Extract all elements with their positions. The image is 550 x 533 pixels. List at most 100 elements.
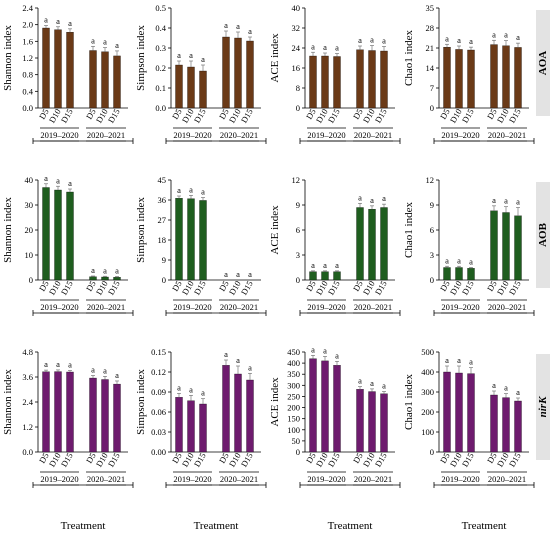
bar <box>66 32 74 109</box>
significance-letter: a <box>68 18 72 28</box>
y-tick-label: 36 <box>158 195 167 205</box>
bar <box>309 55 317 109</box>
significance-letter: a <box>224 20 228 30</box>
significance-letter: a <box>201 388 205 398</box>
y-axis-label: Shannon index <box>2 25 14 91</box>
bar <box>514 215 522 281</box>
y-tick-label: 0.5 <box>155 3 166 13</box>
significance-letter: a <box>457 355 461 365</box>
y-axis-label: ACE index <box>269 205 281 255</box>
x-tick-label: D5 <box>485 279 499 293</box>
y-tick-label: 40 <box>292 3 301 13</box>
y-tick-label: 0.09 <box>151 387 166 397</box>
year-label: 2019–2020 <box>441 130 479 140</box>
y-tick-label: 0.00 <box>151 447 166 457</box>
y-tick-label: 0.12 <box>151 367 166 377</box>
y-tick-label: 150 <box>287 414 300 424</box>
significance-letter: a <box>323 345 327 355</box>
x-tick-label: D15 <box>373 107 389 125</box>
row-label-nirk: nirK <box>536 354 550 460</box>
row-label-text: AOB <box>537 222 549 247</box>
significance-letter: a <box>382 193 386 203</box>
bar <box>455 267 463 281</box>
year-group-2: 2020–2021 <box>86 299 126 314</box>
significance-letter: a <box>469 357 473 367</box>
bar <box>333 271 341 281</box>
y-tick-label: 500 <box>421 347 434 357</box>
significance-letter: a <box>248 269 252 279</box>
y-axis-label: Chao1 index <box>403 374 415 430</box>
significance-letter: a <box>44 15 48 25</box>
year-label: 2020–2021 <box>354 130 392 140</box>
y-tick-label: 10 <box>25 250 34 260</box>
x-axis-label: Treatment <box>328 520 373 532</box>
y-tick-label: 0.15 <box>151 347 166 357</box>
y-axis-label: Simpson index <box>135 197 147 263</box>
significance-letter: a <box>492 195 496 205</box>
x-tick-label: D5 <box>304 451 318 465</box>
year-label: 2020–2021 <box>87 302 125 312</box>
y-tick-label: 16 <box>292 63 301 73</box>
x-tick-label: D5 <box>170 451 184 465</box>
significance-letter: a <box>236 21 240 31</box>
x-tick-label: D15 <box>59 107 75 125</box>
y-axis-label: Shannon index <box>2 197 14 263</box>
y-tick-label: 100 <box>287 425 300 435</box>
y-tick-label: 0.0 <box>22 447 33 457</box>
bar <box>199 70 207 109</box>
x-tick-label: D15 <box>59 279 75 297</box>
significance-letter: a <box>103 365 107 375</box>
significance-letter: a <box>177 50 181 60</box>
bar <box>89 377 97 453</box>
x-axis-label: Treatment <box>61 520 106 532</box>
year-label: 2020–2021 <box>354 302 392 312</box>
significance-letter: a <box>248 362 252 372</box>
bar <box>42 187 50 281</box>
x-tick-label: D15 <box>239 451 255 469</box>
y-tick-label: 8 <box>296 83 300 93</box>
x-tick-label: D5 <box>351 279 365 293</box>
y-tick-label: 250 <box>287 391 300 401</box>
bar <box>222 365 230 453</box>
significance-letter: a <box>91 365 95 375</box>
y-tick-label: 0 <box>430 103 434 113</box>
bar <box>54 189 62 281</box>
year-group-1: 2019–2020 <box>173 127 212 142</box>
bar <box>502 45 510 109</box>
y-tick-label: 0 <box>430 275 434 285</box>
year-label: 2020–2021 <box>488 130 526 140</box>
y-tick-label: 0 <box>296 447 300 457</box>
bar <box>356 49 364 109</box>
bar <box>490 44 498 109</box>
y-tick-label: 6 <box>430 225 434 235</box>
significance-letter: a <box>115 370 119 380</box>
y-tick-label: 9 <box>430 200 434 210</box>
significance-letter: a <box>224 349 228 359</box>
row-label-text: nirK <box>537 396 549 417</box>
y-tick-label: 2.4 <box>22 397 33 407</box>
year-label: 2020–2021 <box>87 474 125 484</box>
bar <box>309 358 317 453</box>
y-tick-label: 9 <box>162 255 166 265</box>
significance-letter: a <box>224 269 228 279</box>
x-tick-label: D15 <box>106 107 122 125</box>
y-tick-label: 2.4 <box>22 3 33 13</box>
significance-letter: a <box>457 35 461 45</box>
significance-letter: a <box>56 16 60 26</box>
y-tick-label: 14 <box>426 63 435 73</box>
significance-letter: a <box>516 32 520 42</box>
y-axis-label: Chao1 index <box>403 202 415 258</box>
x-tick-label: D15 <box>106 451 122 469</box>
y-tick-label: 7 <box>430 83 434 93</box>
significance-letter: a <box>445 255 449 265</box>
significance-letter: a <box>382 381 386 391</box>
y-tick-label: 45 <box>158 175 167 185</box>
y-axis-label: ACE index <box>269 33 281 83</box>
year-group-2: 2020–2021 <box>353 471 393 486</box>
x-tick-label: D5 <box>84 279 98 293</box>
year-label: 2020–2021 <box>87 130 125 140</box>
year-label: 2020–2021 <box>488 474 526 484</box>
